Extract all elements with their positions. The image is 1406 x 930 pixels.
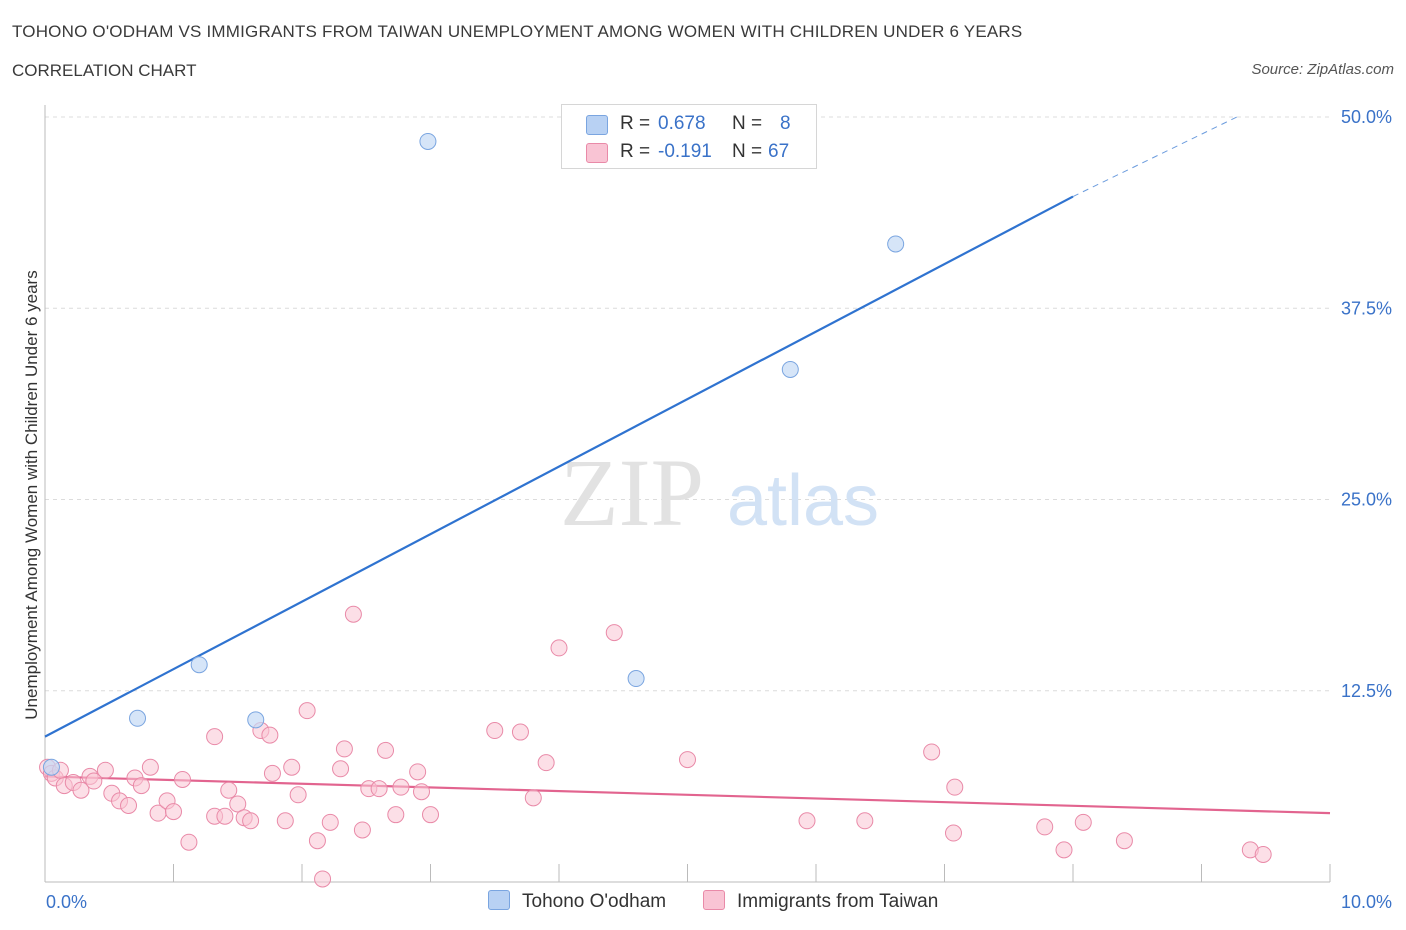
- tohono-trend-extension: [1072, 115, 1241, 198]
- y-tick-label: 25.0%: [1341, 490, 1392, 510]
- taiwan-point: [180, 833, 198, 851]
- taiwan-point: [511, 723, 529, 741]
- series-legend-tohono: Tohono O'odham: [488, 890, 666, 913]
- taiwan-point: [332, 760, 350, 778]
- axes: [44, 105, 1331, 883]
- tohono-point: [247, 711, 265, 729]
- legend-r-value: -0.191: [658, 141, 712, 162]
- legend-r-label: R =: [620, 113, 651, 134]
- y-tick-label: 12.5%: [1341, 681, 1392, 701]
- taiwan-point: [165, 803, 182, 821]
- taiwan-point: [173, 770, 191, 788]
- taiwan-point: [353, 821, 371, 839]
- taiwan-point: [413, 783, 431, 801]
- taiwan-point: [923, 743, 941, 761]
- taiwan-point: [141, 758, 159, 776]
- legend-n-label: N =: [732, 141, 763, 162]
- legend-n-value: 8: [780, 113, 791, 134]
- series-legend-taiwan: Immigrants from Taiwan: [703, 890, 938, 913]
- taiwan-point: [605, 624, 623, 642]
- legend-r-label: R =: [620, 141, 651, 162]
- series-swatch-tohono: [488, 890, 510, 910]
- tohono-point: [781, 360, 799, 378]
- taiwan-point: [524, 789, 542, 807]
- taiwan-point: [321, 813, 339, 831]
- taiwan-point: [1115, 832, 1133, 850]
- taiwan-point: [206, 728, 224, 746]
- taiwan-point: [856, 812, 874, 830]
- taiwan-point: [220, 781, 238, 799]
- taiwan-point: [550, 639, 568, 657]
- taiwan-point: [377, 741, 395, 759]
- taiwan-point: [1055, 841, 1073, 859]
- legend-swatch-taiwan: [586, 143, 608, 163]
- taiwan-point: [679, 751, 696, 769]
- chart-subtitle: CORRELATION CHART: [12, 61, 197, 80]
- tohono-point: [419, 132, 437, 150]
- tohono-point: [627, 670, 645, 688]
- y-axis-label: Unemployment Among Women with Children U…: [22, 270, 41, 720]
- series-swatch-taiwan: [703, 890, 725, 910]
- taiwan-point: [242, 812, 260, 830]
- source-credit: Source: ZipAtlas.com: [1251, 61, 1394, 78]
- tick-labels: 12.5% 25.0% 37.5% 50.0% 0.0% 10.0%: [46, 107, 1392, 912]
- taiwan-point: [335, 740, 353, 758]
- taiwan-point: [387, 806, 405, 824]
- taiwan-point: [216, 807, 234, 825]
- taiwan-point: [308, 832, 326, 850]
- watermark-atlas: atlas: [727, 461, 879, 541]
- watermark: ZIP atlas: [560, 439, 879, 546]
- y-tick-label: 37.5%: [1341, 298, 1392, 318]
- legend-swatch-tohono: [586, 115, 608, 135]
- taiwan-trend-line: [44, 775, 1331, 815]
- data-points: [39, 132, 1272, 888]
- taiwan-point: [72, 781, 90, 799]
- tohono-point: [129, 709, 147, 727]
- chart-title: TOHONO O'ODHAM VS IMMIGRANTS FROM TAIWAN…: [12, 22, 1023, 41]
- x-tick-label: 10.0%: [1341, 892, 1392, 912]
- legend-r-value: 0.678: [658, 113, 706, 134]
- taiwan-point: [289, 786, 307, 804]
- x-tick-label: 0.0%: [46, 892, 87, 912]
- taiwan-point: [409, 763, 427, 781]
- taiwan-point: [392, 778, 410, 796]
- taiwan-point: [798, 812, 816, 830]
- tohono-trend-line: [44, 195, 1074, 738]
- taiwan-point: [276, 812, 294, 830]
- taiwan-point: [261, 726, 279, 744]
- taiwan-point: [422, 806, 439, 824]
- legend-n-value: 67: [768, 141, 790, 162]
- taiwan-point: [120, 797, 138, 814]
- taiwan-point: [283, 758, 301, 776]
- trend-lines: [44, 115, 1331, 815]
- taiwan-point: [486, 722, 504, 740]
- series-name-taiwan: Immigrants from Taiwan: [737, 891, 939, 912]
- taiwan-point: [370, 780, 388, 798]
- taiwan-point: [1036, 818, 1054, 836]
- y-tick-label: 50.0%: [1341, 107, 1392, 127]
- watermark-zip: ZIP: [560, 439, 704, 546]
- taiwan-point: [344, 605, 362, 623]
- taiwan-point: [1254, 845, 1272, 863]
- correlation-legend: R = 0.678 N = 8 R = -0.191 N = 67: [561, 104, 817, 169]
- legend-n-label: N =: [732, 113, 763, 134]
- taiwan-point: [946, 778, 964, 796]
- taiwan-point: [96, 761, 114, 779]
- taiwan-point: [537, 754, 555, 772]
- tohono-point: [190, 656, 208, 674]
- taiwan-point: [85, 772, 103, 790]
- taiwan-point: [314, 870, 332, 888]
- grid-lines: [45, 116, 1330, 692]
- taiwan-point: [1074, 813, 1092, 831]
- series-name-tohono: Tohono O'odham: [522, 891, 667, 912]
- taiwan-point: [263, 764, 281, 782]
- taiwan-point: [132, 777, 150, 795]
- taiwan-point: [944, 824, 962, 842]
- tohono-point: [42, 758, 60, 776]
- tohono-point: [887, 235, 905, 253]
- taiwan-point: [298, 702, 316, 720]
- taiwan-point: [229, 795, 247, 813]
